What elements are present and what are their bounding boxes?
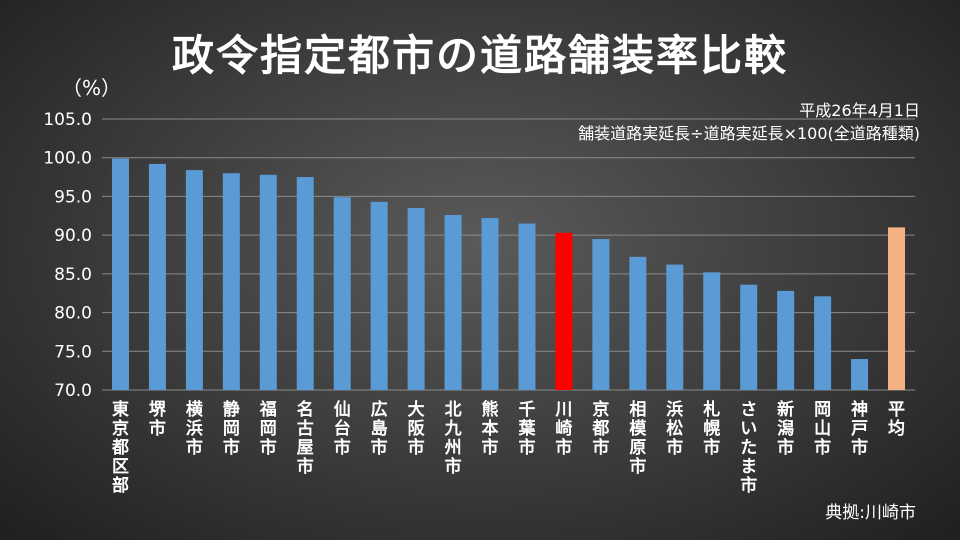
- bar: [592, 239, 610, 390]
- bar: [333, 197, 351, 390]
- x-category-label: 広島市: [371, 399, 388, 458]
- bar: [851, 359, 869, 390]
- x-category-label: 堺市: [149, 399, 167, 439]
- x-category-label: 岡山市: [814, 400, 831, 458]
- x-category-label: 浜松市: [666, 400, 683, 458]
- y-tick-label: 80.0: [54, 304, 92, 324]
- bar: [666, 264, 684, 390]
- bar: [185, 170, 203, 390]
- x-category-label: 静岡市: [223, 399, 240, 458]
- bar: [555, 232, 573, 390]
- y-tick-label: 95.0: [54, 187, 92, 207]
- bar: [814, 296, 832, 390]
- bar: [444, 215, 462, 390]
- x-category-label: 京都市: [591, 399, 609, 458]
- y-tick-label: 100.0: [43, 149, 92, 169]
- bar: [518, 223, 536, 390]
- date-note: 平成26年4月1日: [799, 101, 920, 120]
- bar: [740, 284, 758, 390]
- x-category-label: 仙台市: [334, 399, 351, 458]
- y-tick-label: 85.0: [54, 265, 92, 285]
- x-category-label: 大阪市: [408, 399, 425, 458]
- x-category-label: 札幌市: [702, 399, 720, 458]
- x-category-label: 平均: [888, 400, 905, 439]
- bar: [111, 158, 129, 390]
- bar: [888, 227, 906, 390]
- x-category-label: 熊本市: [482, 399, 499, 458]
- y-axis-ticks: 70.0 75.0 80.0 85.0 90.0 95.0 100.0 105.0: [43, 110, 92, 401]
- x-category-label: 福岡市: [259, 399, 277, 458]
- bar: [148, 163, 166, 390]
- bar: [777, 290, 795, 390]
- bar: [629, 256, 647, 390]
- x-category-label: さいたま市: [740, 400, 757, 496]
- bar: [259, 174, 277, 390]
- formula-note: 舗装道路実延長÷道路実延長×100(全道路種類): [578, 124, 920, 143]
- bar: [296, 177, 314, 390]
- bar: [407, 208, 425, 390]
- bar: [370, 201, 388, 390]
- x-category-label: 神戸市: [851, 399, 868, 458]
- bar: [222, 173, 240, 390]
- y-tick-label: 105.0: [43, 110, 92, 130]
- y-tick-label: 90.0: [54, 226, 92, 246]
- x-category-label: 新潟市: [777, 399, 794, 458]
- y-axis-unit: （%）: [62, 76, 122, 100]
- chart-title: 政令指定都市の道路舗装率比較: [171, 31, 788, 80]
- x-axis-labels: 東京都区部 堺市 横浜市 静岡市 福岡市 名古屋市 仙台市 広島市 大阪市 北九州市 熊本市 千葉市川…: [111, 399, 905, 496]
- y-tick-label: 75.0: [54, 342, 92, 362]
- x-category-label: 川崎市: [554, 400, 572, 458]
- bar: [481, 218, 499, 390]
- bar: [703, 272, 721, 390]
- source-note: 典拠:川崎市: [825, 503, 916, 523]
- y-tick-label: 70.0: [54, 381, 92, 401]
- x-category-label: 北九州市: [444, 400, 462, 477]
- x-category-label: 横浜市: [186, 399, 203, 458]
- bars: [111, 158, 906, 390]
- x-category-label: 相模原市: [629, 399, 647, 477]
- x-category-label: 東京都区部: [111, 399, 129, 496]
- x-category-label: 千葉市: [517, 400, 536, 458]
- x-category-label: 名古屋市: [297, 399, 314, 477]
